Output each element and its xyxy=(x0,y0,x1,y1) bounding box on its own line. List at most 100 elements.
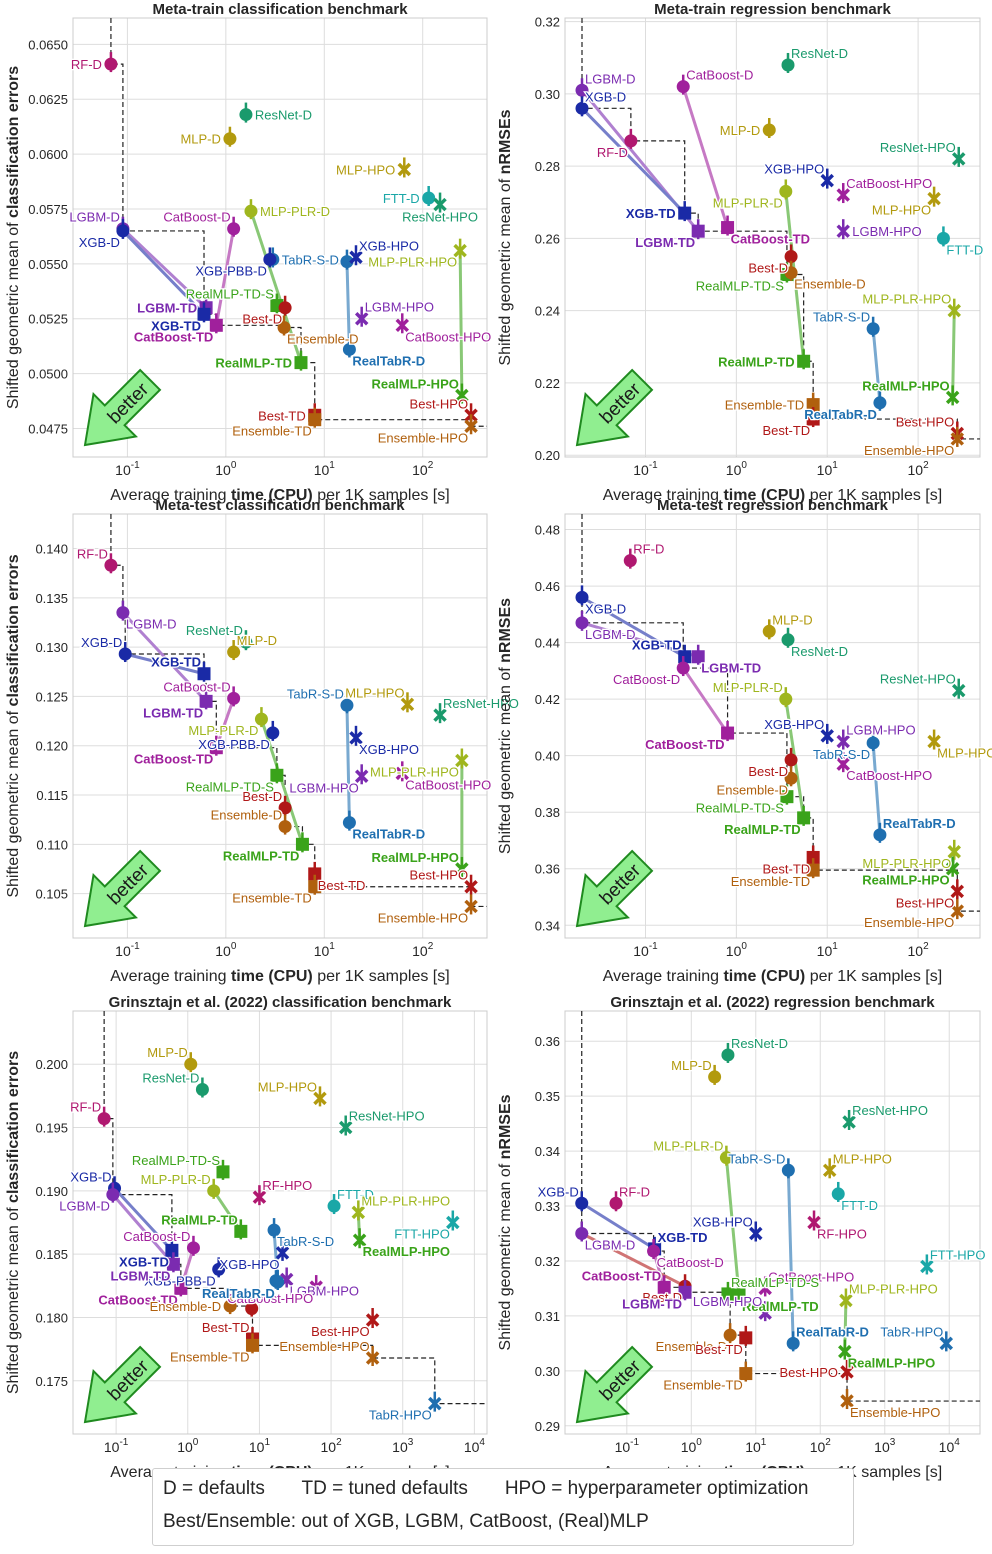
marker-xgb-td xyxy=(197,661,211,682)
point-label: Best-D xyxy=(242,312,282,327)
plot-frame xyxy=(564,1010,981,1435)
marker-dot xyxy=(227,645,241,659)
marker-dot xyxy=(676,80,690,94)
chart-title: Meta-test regression benchmark xyxy=(657,497,889,514)
point-label: CatBoost-TD xyxy=(582,1268,661,1283)
point-label: Ensemble-HPO xyxy=(378,430,468,445)
x-tick-label: 102 xyxy=(810,1437,832,1455)
marker-catboost-td xyxy=(174,1276,188,1297)
y-tick-label: 0.31 xyxy=(535,1309,560,1324)
marker-dot xyxy=(254,712,268,726)
point-label: ResNet-D xyxy=(791,46,848,61)
marker-x xyxy=(354,769,369,784)
marker-dot xyxy=(118,647,132,661)
panel-p5: 0.175 0.180 0.185 0.190 0.195 0.200 Grinsztajn… xyxy=(5,994,488,1481)
point-label: RealTabR-D xyxy=(883,816,956,831)
point-label: RealMLP-HPO xyxy=(848,1356,935,1371)
plot-area xyxy=(97,1011,487,1412)
legend-line-2: Best/Ensemble: out of XGB, LGBM, CatBoos… xyxy=(163,1511,649,1532)
point-label: CatBoost-D xyxy=(163,210,230,225)
marker-dot xyxy=(784,266,798,280)
y-tick-label: 0.180 xyxy=(35,1310,68,1325)
marker-square xyxy=(780,790,794,804)
marker-realmlp-hpo xyxy=(455,383,469,404)
marker-resnet-d xyxy=(781,52,795,73)
panel-p3: 0.105 0.110 0.115 0.120 0.125 0.130 0.135 0.140… xyxy=(5,497,520,985)
point-label: RF-D xyxy=(633,542,664,557)
y-tick-label: 0.36 xyxy=(535,862,560,877)
marker-x xyxy=(839,1293,853,1308)
point-label: RF-HPO xyxy=(262,1178,312,1193)
y-tick-label: 0.34 xyxy=(535,918,560,933)
marker-mlp-hpo xyxy=(313,1086,327,1107)
connection-line xyxy=(681,85,730,230)
point-label: MLP-PLR-HPO xyxy=(361,1193,450,1208)
marker-x xyxy=(950,904,965,918)
marker-lgbm-d xyxy=(106,1182,120,1203)
point-label: FTT-D xyxy=(383,191,420,206)
marker-catboost-hpo xyxy=(309,1275,323,1296)
point-label: XGB-HPO xyxy=(359,742,419,757)
marker-mlp-d xyxy=(708,1064,722,1085)
marker-x xyxy=(455,388,469,403)
connection-line xyxy=(113,1186,174,1252)
better-arrow: better xyxy=(575,368,654,447)
marker-realtabr-d xyxy=(873,390,887,411)
marker-dot xyxy=(278,801,292,815)
point-label: CatBoost-TD xyxy=(731,232,810,247)
marker-dot xyxy=(227,222,241,236)
connection-line xyxy=(214,227,236,327)
marker-square xyxy=(797,354,811,368)
point-label: MLP-D xyxy=(180,132,220,147)
marker-catboost-td xyxy=(721,721,735,742)
point-label: TabR-S-D xyxy=(728,1151,785,1166)
point-label: Ensemble-D xyxy=(287,331,359,346)
point-label: RealMLP-TD xyxy=(724,822,801,837)
marker-dot xyxy=(719,1151,733,1165)
marker-rf-d xyxy=(104,553,118,574)
marker-x xyxy=(464,899,478,914)
point-label: XGB-D xyxy=(585,601,626,616)
marker-lgbm-td xyxy=(691,219,705,240)
point-label: RealTabR-D xyxy=(202,1286,275,1301)
point-label: MLP-HPO xyxy=(258,1079,317,1094)
point-label: Best-HPO xyxy=(311,1324,370,1339)
marker-catboost-hpo xyxy=(395,761,410,782)
marker-x xyxy=(820,173,834,188)
point-label: Best-D xyxy=(642,1290,682,1305)
point-label: MLP-PLR-HPO xyxy=(370,765,459,780)
marker-rf-d xyxy=(624,128,638,149)
marker-catboost-td xyxy=(657,1275,671,1296)
marker-square xyxy=(721,726,735,740)
marker-x xyxy=(354,311,369,326)
point-label: ResNet-D xyxy=(255,108,312,123)
marker-square xyxy=(174,1281,188,1295)
marker-dot xyxy=(723,1328,737,1342)
point-label: ResNet-D xyxy=(186,623,243,638)
x-tick-label: 101 xyxy=(817,941,839,959)
point-label: XGB-TD xyxy=(658,1230,708,1245)
point-label: TabR-S-D xyxy=(282,252,339,267)
marker-square xyxy=(295,837,309,851)
connection-line xyxy=(580,106,687,215)
marker-x xyxy=(433,708,447,722)
connection-line xyxy=(249,209,303,365)
marker-best-d xyxy=(278,795,292,816)
point-label: MLP-PLR-D xyxy=(653,1139,723,1154)
point-label: MLP-PLR-D xyxy=(713,195,783,210)
point-label: ResNet-D xyxy=(142,1071,199,1086)
point-label: Best-HPO xyxy=(780,1365,839,1380)
panel-p1: 0.0475 0.0500 0.0525 0.0550 0.0575 0.0600 0.06… xyxy=(5,1,493,504)
marker-best-td xyxy=(806,407,820,428)
point-label: ResNet-D xyxy=(791,644,848,659)
marker-catboost-td xyxy=(209,313,223,334)
marker-ensemble-hpo xyxy=(840,1389,854,1410)
marker-catboost-hpo xyxy=(395,313,410,334)
point-label: CatBoost-D xyxy=(163,679,230,694)
marker-square xyxy=(308,413,322,427)
marker-realmlp-td xyxy=(732,1283,746,1304)
marker-xgb-pbb-d xyxy=(263,247,277,268)
marker-dot xyxy=(624,134,638,148)
marker-dot xyxy=(342,816,356,830)
y-tick-label: 0.32 xyxy=(535,1254,560,1269)
